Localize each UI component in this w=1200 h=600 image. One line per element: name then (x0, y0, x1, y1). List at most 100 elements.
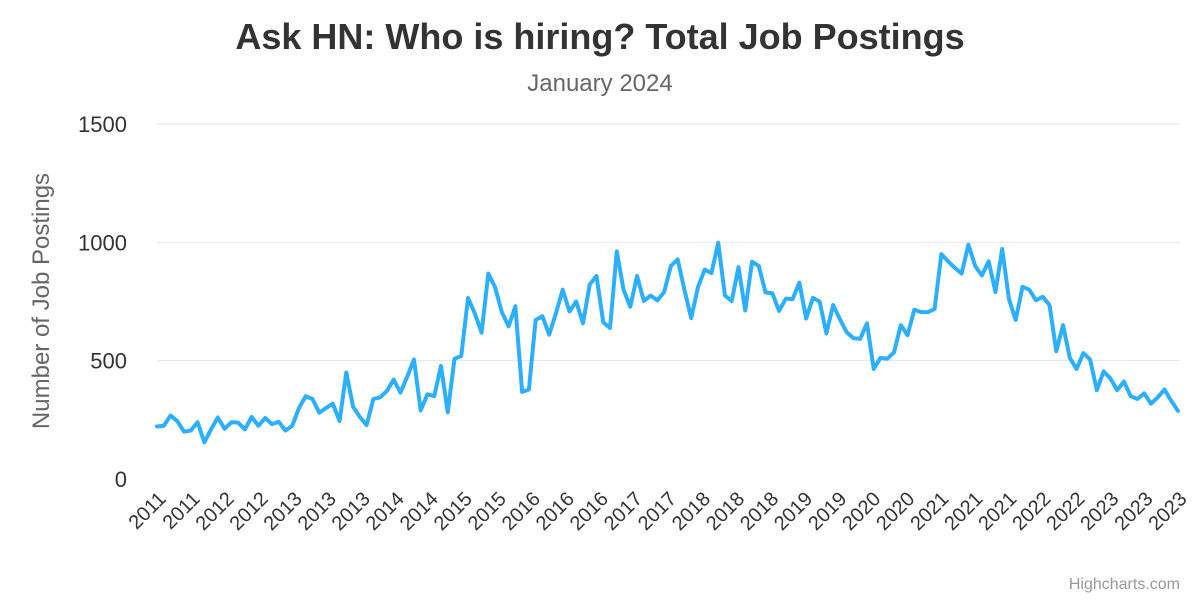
data-point[interactable] (965, 242, 971, 248)
data-point[interactable] (566, 308, 572, 314)
data-point[interactable] (364, 422, 370, 428)
data-point[interactable] (533, 317, 539, 323)
data-point[interactable] (337, 418, 343, 424)
data-point[interactable] (959, 271, 965, 277)
data-point[interactable] (823, 330, 829, 336)
data-point[interactable] (1101, 368, 1107, 374)
data-point[interactable] (850, 335, 856, 341)
data-point[interactable] (384, 388, 390, 394)
credits-link[interactable]: Highcharts.com (1069, 576, 1180, 593)
data-point[interactable] (1026, 287, 1032, 293)
data-point[interactable] (262, 415, 268, 421)
data-point[interactable] (303, 393, 309, 399)
data-point[interactable] (404, 374, 410, 380)
data-point[interactable] (181, 429, 187, 435)
data-point[interactable] (621, 287, 627, 293)
data-point[interactable] (641, 298, 647, 304)
data-point[interactable] (168, 413, 174, 419)
data-point[interactable] (1047, 302, 1053, 308)
data-point[interactable] (357, 414, 363, 420)
data-point[interactable] (810, 295, 816, 301)
data-point[interactable] (276, 419, 282, 425)
data-point[interactable] (235, 420, 241, 426)
data-point[interactable] (208, 426, 214, 432)
data-point[interactable] (506, 323, 512, 329)
data-point[interactable] (1033, 297, 1039, 303)
data-point[interactable] (1134, 396, 1140, 402)
data-point[interactable] (736, 264, 742, 270)
data-point[interactable] (573, 299, 579, 305)
data-point[interactable] (1040, 294, 1046, 300)
data-point[interactable] (431, 393, 437, 399)
data-point[interactable] (742, 307, 748, 313)
data-point[interactable] (999, 246, 1005, 252)
data-point[interactable] (918, 309, 924, 315)
data-point[interactable] (1175, 408, 1181, 414)
data-point[interactable] (884, 356, 890, 362)
data-point[interactable] (661, 289, 667, 295)
data-point[interactable] (1107, 375, 1113, 381)
data-point[interactable] (1155, 394, 1161, 400)
data-point[interactable] (424, 391, 430, 397)
data-point[interactable] (979, 272, 985, 278)
data-point[interactable] (553, 310, 559, 316)
data-point[interactable] (783, 296, 789, 302)
data-point[interactable] (296, 405, 302, 411)
data-point[interactable] (465, 295, 471, 301)
data-point[interactable] (580, 320, 586, 326)
data-point[interactable] (174, 418, 180, 424)
data-point[interactable] (992, 289, 998, 295)
data-point[interactable] (1060, 322, 1066, 328)
data-point[interactable] (323, 405, 329, 411)
data-point[interactable] (614, 248, 620, 254)
data-point[interactable] (282, 427, 288, 433)
data-point[interactable] (776, 308, 782, 314)
data-point[interactable] (898, 322, 904, 328)
data-point[interactable] (594, 273, 600, 279)
data-point[interactable] (215, 414, 221, 420)
data-point[interactable] (195, 419, 201, 425)
data-point[interactable] (411, 356, 417, 362)
data-point[interactable] (648, 293, 654, 299)
data-point[interactable] (877, 355, 883, 361)
data-point[interactable] (310, 396, 316, 402)
data-point[interactable] (607, 325, 613, 331)
data-point[interactable] (222, 426, 228, 432)
data-point[interactable] (654, 297, 660, 303)
data-point[interactable] (1141, 390, 1147, 396)
data-point[interactable] (763, 290, 769, 296)
data-point[interactable] (796, 280, 802, 286)
data-point[interactable] (695, 284, 701, 290)
data-point[interactable] (316, 410, 322, 416)
data-point[interactable] (249, 414, 255, 420)
data-point[interactable] (452, 356, 458, 362)
data-point[interactable] (925, 309, 931, 315)
data-point[interactable] (911, 307, 917, 313)
data-point[interactable] (1094, 387, 1100, 393)
data-point[interactable] (1148, 401, 1154, 407)
data-point[interactable] (817, 299, 823, 305)
data-point[interactable] (161, 423, 167, 429)
data-point[interactable] (1053, 348, 1059, 354)
data-point[interactable] (587, 281, 593, 287)
data-point[interactable] (458, 353, 464, 359)
data-point[interactable] (377, 394, 383, 400)
data-point[interactable] (1087, 356, 1093, 362)
data-point[interactable] (397, 390, 403, 396)
data-point[interactable] (479, 330, 485, 336)
data-point[interactable] (1006, 296, 1012, 302)
data-point[interactable] (445, 409, 451, 415)
data-point[interactable] (952, 265, 958, 271)
data-point[interactable] (539, 313, 545, 319)
data-point[interactable] (485, 271, 491, 277)
data-point[interactable] (1161, 387, 1167, 393)
data-point[interactable] (972, 263, 978, 269)
data-point[interactable] (668, 263, 674, 269)
data-point[interactable] (560, 287, 566, 293)
data-point[interactable] (708, 270, 714, 276)
data-point[interactable] (837, 316, 843, 322)
data-point[interactable] (499, 309, 505, 315)
data-point[interactable] (512, 303, 518, 309)
data-point[interactable] (857, 336, 863, 342)
data-point[interactable] (1128, 393, 1134, 399)
